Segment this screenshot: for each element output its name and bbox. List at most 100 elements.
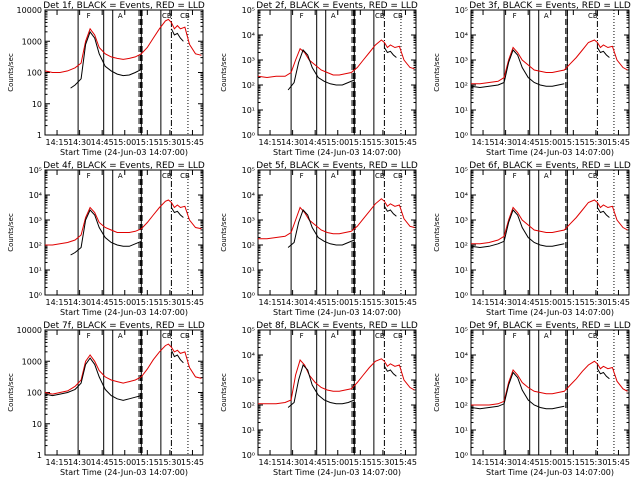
x-tick-label: 14:30	[494, 298, 517, 307]
x-tick-label: 14:45	[91, 458, 114, 467]
x-tick-label: 15:15	[562, 138, 585, 147]
y-tick-label: 10²	[455, 81, 468, 90]
x-tick-label: 15:45	[394, 138, 417, 147]
y-tick-label: 10	[32, 100, 42, 109]
x-axis-label: Start Time (24-Jun-03 14:07:00)	[60, 468, 188, 477]
x-tick-label: 14:15	[259, 138, 282, 147]
y-axis-label: Counts/sec	[220, 213, 228, 252]
plot-frame	[257, 169, 417, 296]
events-series-line	[70, 30, 142, 89]
flag-label: CB	[375, 172, 385, 180]
plot-frame	[470, 169, 630, 296]
x-axis-label: Start Time (24-Jun-03 14:07:00)	[60, 308, 188, 317]
flag-label: A	[331, 172, 336, 180]
x-tick-label: 15:30	[158, 298, 181, 307]
detector-panel: Det 5f, BLACK = Events, RED = LLD 10⁰ 10¹ 1…	[220, 161, 418, 317]
x-tick-label: 15:30	[371, 298, 394, 307]
x-tick-label: 15:30	[371, 458, 394, 467]
detector-panel: Det 1f, BLACK = Events, RED = LLD 1 10 100 1…	[7, 1, 205, 157]
flag-label: F	[87, 332, 91, 340]
x-tick-label: 15:45	[607, 138, 630, 147]
x-tick-label: 15:45	[181, 138, 204, 147]
y-tick-label: 1	[37, 451, 42, 460]
y-tick-label: 10³	[242, 56, 255, 65]
plot-frame	[470, 329, 630, 456]
x-tick-label: 15:00	[539, 138, 562, 147]
x-tick-label: 14:15	[472, 458, 495, 467]
y-tick-label: 10¹	[455, 266, 468, 275]
x-tick-label: 15:00	[539, 298, 562, 307]
events-series-line	[287, 49, 355, 91]
y-tick-label: 10⁴	[242, 191, 255, 200]
y-axis-label: Counts/sec	[7, 53, 15, 92]
x-tick-label: 14:45	[91, 138, 114, 147]
flag-label: F	[87, 172, 91, 180]
x-tick-label: 15:45	[181, 298, 204, 307]
panel-title: Det 6f, BLACK = Events, RED = LLD	[469, 161, 631, 171]
y-tick-label: 1000	[22, 37, 42, 46]
y-tick-label: 10³	[242, 216, 255, 225]
x-tick-label: 15:00	[113, 138, 136, 147]
x-tick-label: 14:30	[281, 298, 304, 307]
y-tick-label: 10⁵	[455, 326, 468, 335]
panel-title: Det 2f, BLACK = Events, RED = LLD	[256, 1, 418, 11]
y-tick-label: 10⁵	[455, 6, 468, 15]
x-tick-label: 14:15	[472, 298, 495, 307]
detector-panel: Det 6f, BLACK = Events, RED = LLD 10⁰ 10¹ 1…	[433, 161, 631, 317]
panel-title: Det 1f, BLACK = Events, RED = LLD	[43, 1, 205, 11]
x-tick-label: 15:00	[113, 298, 136, 307]
x-tick-label: 15:45	[607, 458, 630, 467]
y-tick-label: 10¹	[455, 426, 468, 435]
plot-frame	[44, 9, 204, 136]
events-series-line	[287, 364, 355, 408]
events-series-line	[383, 366, 397, 377]
y-tick-label: 10⁵	[455, 166, 468, 175]
flag-label: CB	[393, 12, 403, 20]
x-tick-label: 15:00	[326, 138, 349, 147]
x-tick-label: 15:00	[539, 458, 562, 467]
x-tick-label: 14:15	[259, 458, 282, 467]
y-axis-label: Counts/sec	[220, 53, 228, 92]
x-tick-label: 15:45	[181, 458, 204, 467]
y-tick-label: 10	[32, 420, 42, 429]
y-axis-label: Counts/sec	[433, 373, 441, 412]
y-axis-label: Counts/sec	[433, 53, 441, 92]
x-tick-label: 15:15	[136, 138, 159, 147]
x-tick-label: 14:45	[304, 298, 327, 307]
y-tick-label: 100	[27, 389, 42, 398]
y-tick-label: 10²	[29, 241, 42, 250]
x-axis-label: Start Time (24-Jun-03 14:07:00)	[273, 308, 401, 317]
lld-series-line	[258, 358, 415, 405]
events-series-line	[383, 47, 397, 58]
lld-series-line	[257, 39, 415, 79]
y-tick-label: 10²	[455, 241, 468, 250]
y-tick-label: 10⁵	[242, 326, 255, 335]
flag-label: A	[331, 332, 336, 340]
x-tick-label: 15:45	[607, 298, 630, 307]
x-tick-label: 14:30	[281, 458, 304, 467]
events-series-line	[470, 49, 565, 89]
x-tick-label: 15:00	[326, 458, 349, 467]
x-tick-label: 15:45	[394, 298, 417, 307]
flag-label: CB	[375, 332, 385, 340]
events-series-line	[596, 207, 610, 218]
detector-panel: Det 9f, BLACK = Events, RED = LLD 10⁰ 10¹ 1…	[433, 321, 631, 477]
detector-panel: Det 7f, BLACK = Events, RED = LLD 1 10 100 1…	[7, 321, 205, 477]
lld-series-line	[471, 39, 628, 85]
lld-series-line	[471, 360, 628, 406]
x-tick-label: 14:30	[68, 298, 91, 307]
y-tick-label: 10¹	[455, 106, 468, 115]
y-tick-label: 10³	[29, 216, 42, 225]
y-axis-label: Counts/sec	[220, 373, 228, 412]
y-tick-label: 10¹	[242, 106, 255, 115]
lld-series-line	[44, 343, 202, 395]
events-series-line	[383, 206, 397, 217]
flag-label: F	[300, 12, 304, 20]
detector-panel: Det 8f, BLACK = Events, RED = LLD 10⁰ 10¹ 1…	[220, 321, 418, 477]
x-tick-label: 14:30	[494, 138, 517, 147]
x-axis-label: Start Time (24-Jun-03 14:07:00)	[273, 468, 401, 477]
flag-label: A	[118, 172, 123, 180]
y-tick-label: 1	[37, 131, 42, 140]
flag-label: F	[300, 172, 304, 180]
